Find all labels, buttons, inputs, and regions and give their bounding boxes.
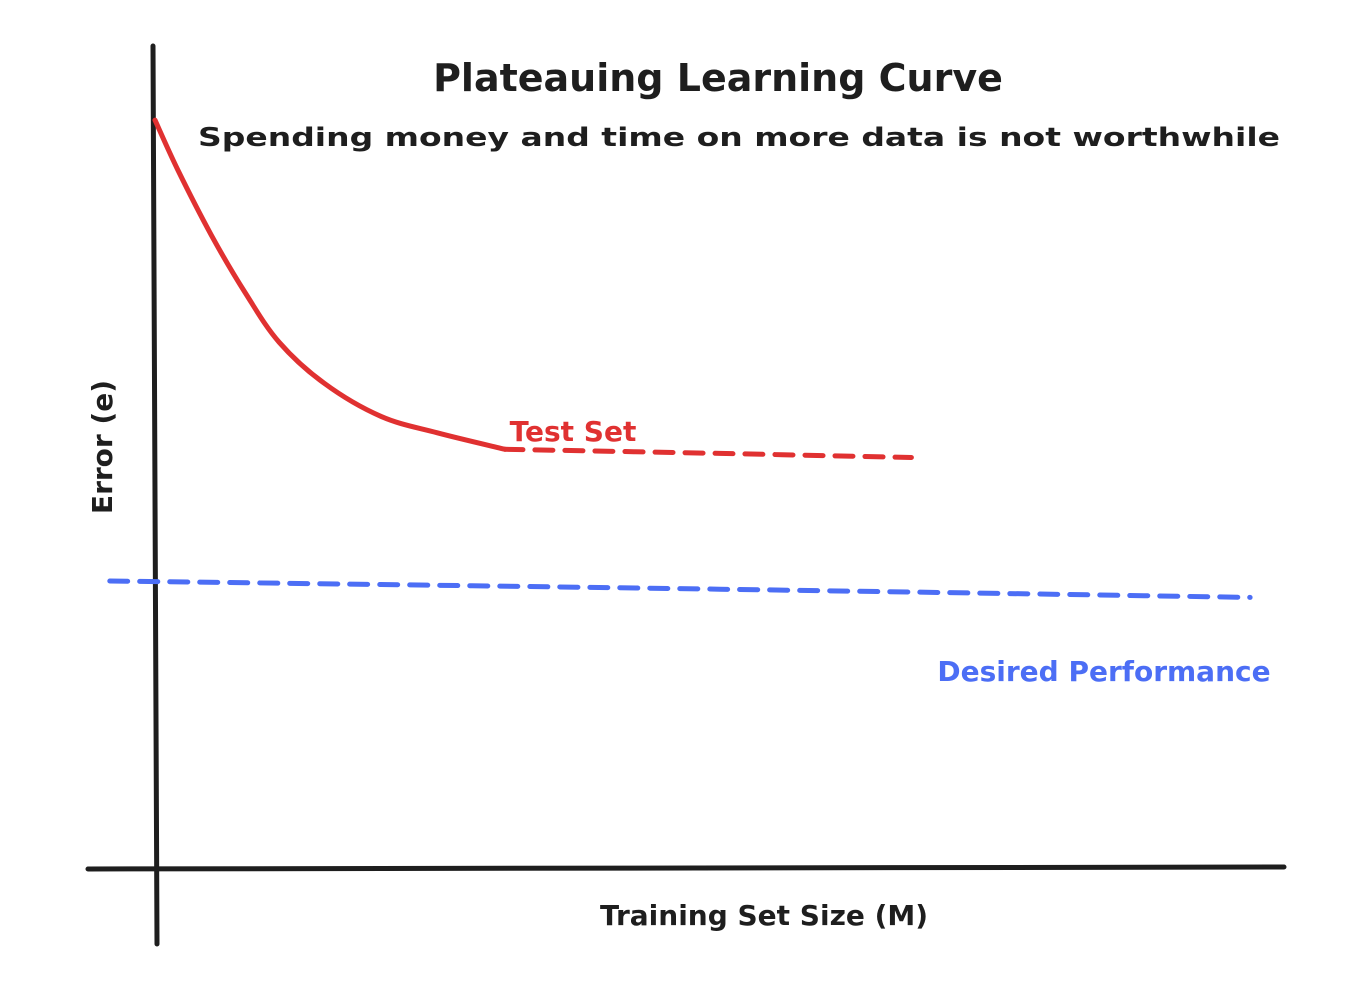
test-set-line-dashed	[502, 446, 914, 460]
y-axis-label: Error (e)	[86, 380, 119, 514]
test-set-line-solid	[152, 117, 508, 452]
desired-performance-label: Desired Performance	[937, 655, 1270, 688]
chart-title: Plateauing Learning Curve	[433, 56, 1003, 100]
series-layer	[107, 117, 1253, 600]
x-axis-label: Training Set Size (M)	[600, 899, 928, 932]
test-set-label: Test Set	[510, 415, 637, 448]
chart-subtitle: Spending money and time on more data is …	[198, 123, 1280, 153]
desired-performance-line	[107, 578, 1253, 600]
x-axis	[85, 864, 1287, 872]
y-axis	[150, 43, 160, 947]
